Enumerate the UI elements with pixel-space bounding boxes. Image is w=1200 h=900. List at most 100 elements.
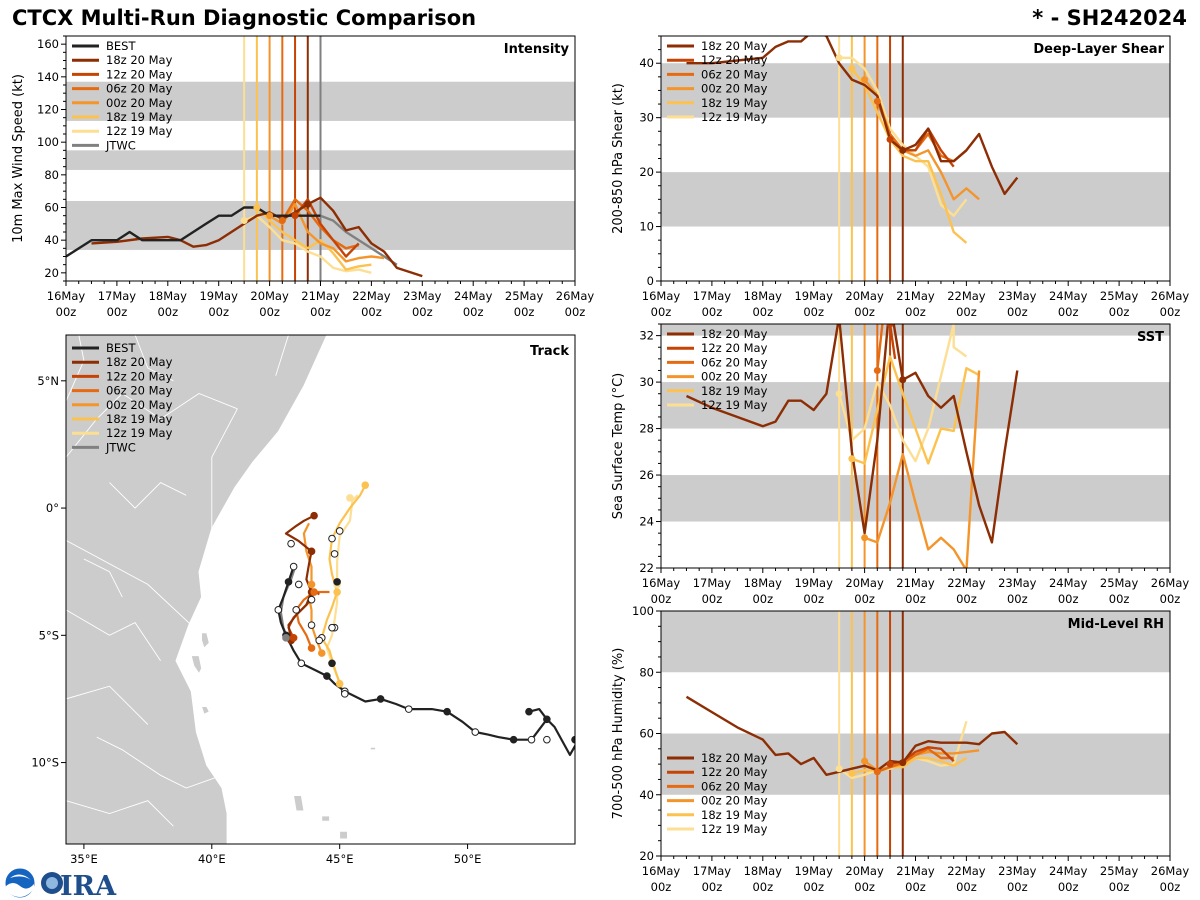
intensity-init-marker-06z-20-may <box>278 217 286 225</box>
intensity-xtick-label-0: 16May <box>47 289 86 303</box>
track-land-africa <box>66 335 328 844</box>
shear-xtick-sub-9: 00z <box>1109 305 1130 319</box>
sst-ytick-label-26: 26 <box>639 468 654 482</box>
rh-ytick-label-20: 20 <box>639 849 654 863</box>
intensity-series-00z-20-may <box>268 202 385 263</box>
sst-ytick-label-28: 28 <box>639 422 654 436</box>
sst-legend-label-12z-20-may: 12z 20 May <box>701 341 768 355</box>
rh-init-marker-00z-20-may <box>861 757 869 765</box>
track-island-4 <box>321 815 330 822</box>
sst-series-06z-20-may <box>876 324 884 371</box>
track-marker-best-open-0 <box>287 539 295 548</box>
sst-band-2 <box>661 324 1170 336</box>
track-legend-label-18z-20-may: 18z 20 May <box>106 355 173 369</box>
track-ytick-label-0: 0° <box>46 501 59 515</box>
track-marker-best-7 <box>376 695 385 703</box>
intensity-xtick-label-3: 19May <box>199 289 238 303</box>
track-border-4 <box>96 736 223 789</box>
shear-xtick-label-7: 23May <box>998 289 1037 303</box>
intensity-ytick-label-40: 40 <box>44 233 59 247</box>
track-marker-best-12 <box>274 606 283 614</box>
sst-ylabel: Sea Surface Temp (°C) <box>611 373 626 520</box>
sst-ytick-label-30: 30 <box>639 375 654 389</box>
track-xtick-label-35: 35°E <box>70 852 98 866</box>
shear-init-marker-06z-20-may <box>873 97 881 105</box>
intensity-ytick-label-160: 160 <box>37 37 59 51</box>
track-island-3 <box>293 795 305 812</box>
shear-init-marker-12z-19-may <box>835 54 843 62</box>
sst-xtick-sub-3: 00z <box>803 592 824 606</box>
rh-xtick-sub-4: 00z <box>854 880 875 894</box>
track-marker-best-tail-1 <box>571 735 575 744</box>
rh-ytick-label-80: 80 <box>639 665 654 679</box>
track-marker-18z-19-may-0 <box>335 679 344 688</box>
sst-xtick-sub-5: 00z <box>905 592 926 606</box>
rh-xtick-label-4: 20May <box>845 864 884 878</box>
shear-ytick-label-40: 40 <box>639 56 654 70</box>
track-xtick-label-45: 45°E <box>326 852 354 866</box>
track-legend-label-best: BEST <box>106 341 136 355</box>
track-marker-best-2 <box>527 735 536 744</box>
shear-series-18z-20-may <box>686 36 1019 196</box>
rh-xtick-label-7: 23May <box>998 864 1037 878</box>
track-marker-best-open-5 <box>328 659 336 668</box>
intensity-xtick-label-7: 23May <box>403 289 442 303</box>
rh-ytick-label-40: 40 <box>639 788 654 802</box>
sst-xtick-label-3: 19May <box>794 576 833 590</box>
track-legend-label-jtwc: JTWC <box>105 440 136 454</box>
track-border-8 <box>275 335 289 376</box>
intensity-legend-label-best: BEST <box>106 39 136 53</box>
rh-init-marker-12z-20-may <box>886 760 894 768</box>
track-marker-06z-20-may-1 <box>292 606 301 614</box>
sst-series-12z-20-may <box>888 324 897 360</box>
intensity-series-12z-19-may <box>243 214 372 274</box>
track-marker-best-3 <box>509 735 518 744</box>
track-border-10 <box>109 482 187 509</box>
intensity-init-marker-18z-20-may <box>304 200 312 208</box>
sst-ytick-label-32: 32 <box>639 329 654 343</box>
rh-legend-label-18z-19-may: 18z 19 May <box>701 808 768 822</box>
track-series-best-tail <box>546 718 575 757</box>
shear-xtick-sub-8: 00z <box>1058 305 1079 319</box>
track-marker-best-open-6 <box>328 623 336 632</box>
track-marker-best-10 <box>297 659 306 668</box>
rh-title: Mid-Level RH <box>1068 617 1164 632</box>
shear-xtick-sub-2: 00z <box>752 305 773 319</box>
sst-title: SST <box>1137 330 1164 345</box>
shear-xtick-sub-6: 00z <box>956 305 977 319</box>
intensity-legend-label-06z-20-may: 06z 20 May <box>106 82 173 96</box>
track-ytick-label-5: 5°N <box>37 374 59 388</box>
intensity-legend-label-jtwc: JTWC <box>105 138 136 152</box>
sst-legend-label-12z-19-may: 12z 19 May <box>701 398 768 412</box>
shear-legend-label-06z-20-may: 06z 20 May <box>701 67 768 81</box>
cira-logo-text: IRA <box>60 871 117 900</box>
track-island-5 <box>339 830 348 840</box>
intensity-ytick-label-80: 80 <box>44 168 59 182</box>
intensity-xtick-sub-9: 00z <box>514 305 535 319</box>
track-legend-label-12z-20-may: 12z 20 May <box>106 369 173 383</box>
intensity-xtick-label-6: 22May <box>352 289 391 303</box>
track-legend-label-06z-20-may: 06z 20 May <box>106 384 173 398</box>
rh-xtick-label-1: 17May <box>693 864 732 878</box>
rh-xtick-label-5: 21May <box>896 864 935 878</box>
shear-legend-label-00z-20-may: 00z 20 May <box>701 82 768 96</box>
rh-xtick-sub-1: 00z <box>702 880 723 894</box>
shear-legend-label-18z-20-may: 18z 20 May <box>701 39 768 53</box>
track-title: Track <box>530 344 569 359</box>
page-title: CTCX Multi-Run Diagnostic Comparison <box>12 6 477 30</box>
sst-xtick-sub-10: 00z <box>1160 592 1181 606</box>
track-marker-18z-19-may-2 <box>333 588 341 596</box>
intensity-title: Intensity <box>504 42 570 57</box>
shear-xtick-sub-3: 00z <box>803 305 824 319</box>
rh-legend-label-12z-19-may: 12z 19 May <box>701 822 768 836</box>
rh-legend-label-12z-20-may: 12z 20 May <box>701 765 768 779</box>
rh-init-marker-12z-19-may <box>835 765 843 773</box>
intensity-legend-label-18z-19-may: 18z 19 May <box>106 110 173 124</box>
rh-xtick-label-10: 26May <box>1151 864 1190 878</box>
track-border-0 <box>211 408 238 531</box>
intensity-ytick-label-20: 20 <box>44 266 59 280</box>
intensity-init-marker-12z-19-may <box>240 217 248 225</box>
sst-xtick-label-5: 21May <box>896 576 935 590</box>
intensity-init-marker-18z-19-may <box>253 204 261 211</box>
rh-plot-area <box>685 611 1019 856</box>
